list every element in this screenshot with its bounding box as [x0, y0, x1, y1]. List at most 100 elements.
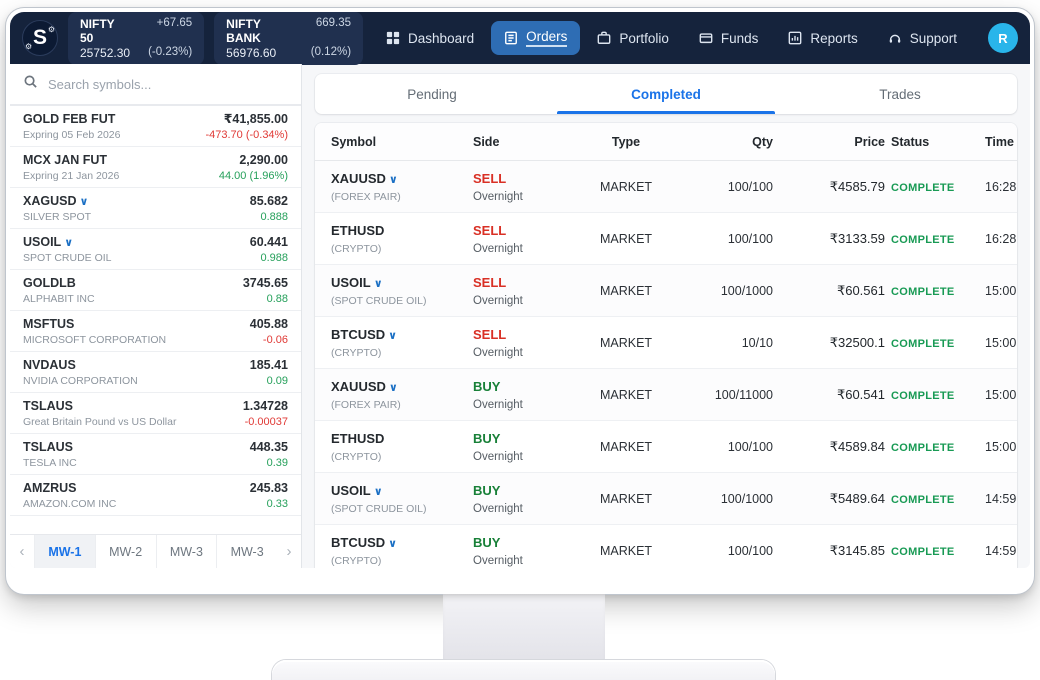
- funds-icon: [699, 31, 713, 45]
- nav-label: Funds: [720, 30, 759, 46]
- nav-item-portfolio[interactable]: Portfolio: [584, 23, 682, 54]
- watchlist-item-goldlb[interactable]: GOLDLB ALPHABIT INC 3745.65 0.88: [10, 270, 301, 311]
- chevron-down-icon[interactable]: ∨: [388, 173, 398, 186]
- mw-tab-3[interactable]: MW-3: [155, 535, 217, 568]
- order-symbol: ETHUSD: [331, 222, 385, 238]
- table-row[interactable]: XAUUSD ∨ (FOREX PAIR) SELL Overnight MARKET…: [315, 161, 1017, 213]
- ticker-name: NIFTY 50: [80, 16, 115, 45]
- symbol-name: AMZRUS: [23, 480, 77, 495]
- main-nav: Dashboard Orders Portfolio Funds: [373, 21, 970, 55]
- table-header: Symbol Side Type Qty Price Status Time: [315, 123, 1017, 161]
- symbol-desc: SILVER SPOT: [23, 210, 92, 223]
- watchlist-item-nvdaus[interactable]: NVDAUS NVIDIA CORPORATION 185.41 0.09: [10, 352, 301, 393]
- watchlist-item-mcxjanfut[interactable]: MCX JAN FUT Expring 21 Jan 2026 2,290.00 4…: [10, 147, 301, 188]
- tab-trades[interactable]: Trades: [879, 86, 921, 102]
- symbol-change: 44.00 (1.96%): [218, 169, 288, 182]
- watchlist-sidebar: GOLD FEB FUT Expring 05 Feb 2026 ₹41,855.…: [10, 64, 302, 568]
- search-input[interactable]: [48, 76, 288, 92]
- app-body: GOLD FEB FUT Expring 05 Feb 2026 ₹41,855.…: [10, 64, 1030, 568]
- tab-pending[interactable]: Pending: [407, 86, 457, 102]
- order-type: MARKET: [599, 543, 653, 558]
- chevron-down-icon[interactable]: ∨: [373, 485, 383, 498]
- order-symbol: USOIL: [331, 482, 371, 498]
- order-time: 15:00:32: [985, 283, 1017, 298]
- nav-item-orders[interactable]: Orders: [491, 21, 581, 55]
- symbol-change: 0.09: [266, 374, 288, 387]
- tab-completed[interactable]: Completed: [549, 74, 783, 114]
- order-type: MARKET: [599, 491, 653, 506]
- nav-item-support[interactable]: Support: [875, 23, 970, 54]
- order-price: ₹3145.85: [829, 542, 885, 558]
- next-arrow-icon[interactable]: ›: [286, 543, 292, 560]
- symbol-search[interactable]: [10, 64, 301, 106]
- chevron-down-icon[interactable]: ∨: [388, 537, 398, 550]
- order-qty: 10/10: [741, 335, 773, 350]
- mw-tab-1[interactable]: MW-1: [34, 535, 95, 568]
- order-side: SELL: [473, 170, 507, 186]
- orders-icon: [504, 31, 518, 45]
- symbol-desc: Great Britain Pound vs US Dollar: [23, 415, 177, 428]
- watchlist-item-goldfebfut[interactable]: GOLD FEB FUT Expring 05 Feb 2026 ₹41,855.…: [10, 106, 301, 147]
- symbol-name: TSLAUS: [23, 439, 73, 454]
- order-time: 15:00:32: [985, 335, 1017, 350]
- top-navbar: ⚙ S ⚙ NIFTY 50 +67.65 25752.30 (-0.23%) …: [10, 12, 1030, 65]
- user-avatar[interactable]: R: [988, 23, 1018, 53]
- table-row[interactable]: XAUUSD ∨ (FOREX PAIR) BUY Overnight MARKET …: [315, 369, 1017, 421]
- order-detail: (SPOT CRUDE OIL): [331, 502, 427, 515]
- reports-icon: [788, 31, 802, 45]
- order-side: BUY: [473, 430, 501, 446]
- headset-icon: [888, 31, 902, 45]
- table-row[interactable]: BTCUSD ∨ (CRYPTO) SELL Overnight MARKET 10/…: [315, 317, 1017, 369]
- order-detail: (CRYPTO): [331, 450, 382, 463]
- order-qty: 100/100: [727, 179, 773, 194]
- nav-item-dashboard[interactable]: Dashboard: [373, 23, 487, 54]
- watchlist-item-tslaus-gbp[interactable]: TSLAUS Great Britain Pound vs US Dollar 1…: [10, 393, 301, 434]
- app-logo[interactable]: ⚙ S ⚙: [22, 20, 58, 56]
- symbol-desc: Expring 21 Jan 2026: [23, 169, 120, 182]
- table-row[interactable]: USOIL ∨ (SPOT CRUDE OIL) BUY Overnight MARK…: [315, 473, 1017, 525]
- order-qty: 100/11000: [714, 387, 773, 402]
- table-row[interactable]: USOIL ∨ (SPOT CRUDE OIL) SELL Overnight MAR…: [315, 265, 1017, 317]
- chevron-down-icon[interactable]: ∨: [388, 381, 398, 394]
- status-badge: COMPLETE: [891, 389, 955, 402]
- order-time: 16:28:32: [985, 231, 1017, 246]
- monitor-stand-neck: [443, 594, 605, 662]
- watchlist-item-tslaus[interactable]: TSLAUS TESLA INC 448.35 0.39: [10, 434, 301, 475]
- ticker-niftybank: NIFTY BANK 669.35 56976.60 (0.12%): [214, 12, 364, 65]
- chevron-down-icon[interactable]: ∨: [79, 195, 89, 208]
- search-icon: [23, 74, 38, 94]
- table-row[interactable]: ETHUSD (CRYPTO) BUY Overnight MARKET 100/1…: [315, 421, 1017, 473]
- chevron-down-icon[interactable]: ∨: [64, 236, 74, 249]
- table-row[interactable]: ETHUSD (CRYPTO) SELL Overnight MARKET 100/…: [315, 213, 1017, 265]
- order-symbol: BTCUSD: [331, 534, 386, 550]
- dashboard-icon: [386, 31, 400, 45]
- watchlist-item-msftus[interactable]: MSFTUS MICROSOFT CORPORATION 405.88 -0.06: [10, 311, 301, 352]
- mw-tab-4[interactable]: MW-3: [216, 535, 277, 568]
- nav-item-reports[interactable]: Reports: [775, 23, 870, 54]
- symbol-change: 0.39: [266, 456, 288, 469]
- status-badge: COMPLETE: [891, 545, 955, 558]
- symbol-name: NVDAUS: [23, 357, 76, 372]
- prev-arrow-icon[interactable]: ‹: [19, 543, 25, 560]
- table-row[interactable]: BTCUSD ∨ (CRYPTO) BUY Overnight MARKET 100/…: [315, 525, 1017, 568]
- watchlist-item-amzrus[interactable]: AMZRUS AMAZON.COM INC 245.83 0.33: [10, 475, 301, 516]
- chevron-down-icon[interactable]: ∨: [373, 277, 383, 290]
- watchlist-item-usoil[interactable]: USOIL ∨ SPOT CRUDE OIL 60.441 0.988: [10, 229, 301, 270]
- orders-table: Symbol Side Type Qty Price Status Time X…: [315, 123, 1017, 568]
- symbol-desc: AMAZON.COM INC: [23, 497, 117, 510]
- mw-tab-2[interactable]: MW-2: [94, 535, 156, 568]
- ticker-percent: (-0.23%): [148, 45, 193, 58]
- chevron-down-icon[interactable]: ∨: [388, 329, 398, 342]
- order-type: MARKET: [599, 179, 653, 194]
- nav-label: Portfolio: [619, 30, 669, 46]
- monitor-stand-base: [272, 660, 775, 680]
- nav-item-funds[interactable]: Funds: [686, 23, 772, 54]
- symbol-desc: ALPHABIT INC: [23, 292, 95, 305]
- symbol-name: GOLD FEB FUT: [23, 111, 116, 126]
- watchlist-item-xagusd[interactable]: XAGUSD ∨ SILVER SPOT 85.682 0.888: [10, 188, 301, 229]
- symbol-price: 2,290.00: [239, 152, 288, 167]
- col-status: Status: [891, 134, 930, 149]
- order-type: MARKET: [599, 335, 653, 350]
- logo-letter: S: [32, 26, 47, 49]
- portfolio-icon: [597, 31, 611, 45]
